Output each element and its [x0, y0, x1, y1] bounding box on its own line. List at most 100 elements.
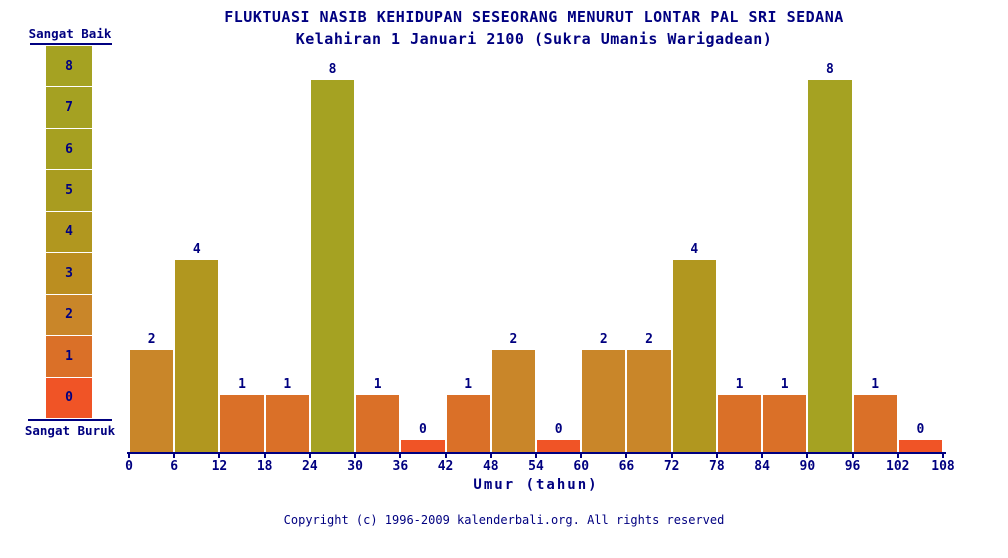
bar-age-90-96 [808, 80, 852, 452]
bar-age-36-42 [401, 440, 445, 452]
plot-area: 2 4 1 1 8 1 0 1 2 0 2 2 4 1 1 8 1 0 [129, 0, 943, 452]
legend-cell-3: 3 [46, 253, 92, 294]
x-axis-tick-label: 84 [754, 459, 770, 474]
x-axis-tick-label: 0 [125, 459, 133, 474]
x-axis-tick [399, 454, 402, 458]
x-axis-tick [263, 454, 266, 458]
bar-value-label: 2 [599, 332, 608, 347]
x-axis-tick-label: 60 [573, 459, 590, 474]
legend-cell-1: 1 [46, 336, 92, 377]
legend-top-divider [30, 43, 112, 45]
x-axis-tick [128, 454, 130, 458]
legend-worst-label: Sangat Buruk [24, 423, 116, 438]
bar-value-label: 4 [192, 242, 201, 257]
bar-age-66-72 [627, 350, 671, 452]
x-axis-tick [444, 454, 447, 458]
x-axis-tick [173, 454, 176, 458]
x-axis-tick-label: 78 [709, 459, 725, 474]
bar-value-label: 0 [916, 422, 925, 437]
legend-cell-value: 6 [65, 141, 73, 157]
x-axis-tick [218, 454, 221, 458]
bar-age-6-12 [175, 260, 219, 452]
x-axis-tick [942, 454, 944, 458]
legend-cell-value: 2 [65, 307, 73, 323]
bar-age-102-108 [898, 440, 942, 452]
x-axis-tick-label: 48 [482, 459, 499, 474]
x-axis-line [127, 452, 946, 454]
bar-value-label: 1 [238, 377, 246, 392]
x-axis-tick-label: 66 [618, 459, 635, 474]
bar-age-30-36 [356, 395, 400, 452]
legend-cell-7: 7 [46, 87, 92, 128]
bar-value-label: 8 [826, 62, 834, 77]
bar-value-label: 1 [283, 377, 292, 392]
x-axis-tick-label: 36 [392, 459, 409, 474]
legend-cell-value: 5 [65, 183, 73, 199]
x-axis-tick [625, 454, 628, 458]
x-axis-tick [851, 454, 854, 458]
x-axis-tick [896, 454, 899, 458]
bar-age-60-66 [582, 350, 626, 452]
legend-cell-value: 4 [65, 224, 73, 240]
x-axis-tick-label: 12 [211, 459, 228, 474]
bar-age-42-48 [446, 395, 490, 452]
bar-age-24-30 [310, 80, 355, 452]
bar-value-label: 1 [780, 377, 789, 392]
legend-cell-value: 1 [65, 348, 73, 364]
chart-subtitle: Kelahiran 1 Januari 2100 (Sukra Umanis W… [295, 30, 773, 48]
bar-value-label: 4 [690, 242, 699, 257]
bar-value-label: 1 [871, 377, 880, 392]
x-axis-tick-label: 72 [663, 459, 680, 474]
x-axis-tick [761, 454, 764, 458]
chart-title: FLUKTUASI NASIB KEHIDUPAN SESEORANG MENU… [224, 8, 844, 26]
x-axis-tick-label: 6 [170, 459, 179, 474]
bar-value-label: 2 [645, 332, 653, 347]
bar-value-label: 1 [464, 377, 473, 392]
bar-age-0-6 [130, 350, 174, 452]
bar-age-72-78 [672, 260, 716, 452]
x-axis-tick-label: 54 [528, 459, 544, 474]
bar-value-label: 2 [509, 332, 518, 347]
x-axis-tick [354, 454, 357, 458]
bar-value-label: 0 [554, 422, 563, 437]
bar-value-label: 8 [328, 62, 337, 77]
x-axis-tick-label: 18 [256, 459, 273, 474]
legend-cell-5: 5 [46, 170, 92, 211]
x-axis-tick-label: 42 [437, 459, 454, 474]
x-axis-tick [308, 454, 311, 458]
x-axis-tick-label: 108 [931, 459, 955, 474]
x-axis-tick-label: 24 [302, 459, 318, 474]
x-axis-tick-label: 90 [799, 459, 816, 474]
bar-age-18-24 [265, 395, 309, 452]
legend-cell-value: 0 [65, 390, 73, 406]
legend-cell-8: 8 [46, 46, 92, 87]
bar-age-54-60 [537, 440, 581, 452]
legend-bottom-divider [28, 419, 112, 421]
bar-value-label: 1 [373, 377, 382, 392]
legend-best-label: Sangat Baik [28, 26, 112, 41]
legend-cell-value: 7 [65, 100, 73, 116]
x-axis-tick [580, 454, 583, 458]
bar-age-96-102 [853, 395, 897, 452]
legend-cell-value: 8 [65, 58, 73, 74]
x-axis-tick [489, 454, 492, 458]
bar-age-48-54 [491, 350, 535, 452]
copyright-text: Copyright (c) 1996-2009 kalenderbali.org… [283, 513, 725, 527]
bar-value-label: 0 [419, 422, 427, 437]
x-axis-tick-label: 30 [347, 459, 363, 474]
legend-cell-value: 3 [65, 265, 73, 281]
legend-cell-2: 2 [46, 294, 92, 336]
x-axis-tick-label: 102 [886, 459, 910, 474]
x-axis-tick-label: 96 [844, 459, 861, 474]
bar-age-12-18 [220, 395, 264, 452]
x-axis-tick [670, 454, 673, 458]
legend-cell-6: 6 [46, 128, 92, 170]
bar-age-84-90 [763, 395, 807, 452]
bar-age-78-84 [717, 395, 762, 452]
bar-value-label: 1 [735, 377, 744, 392]
x-axis-tick [715, 454, 718, 458]
legend-scale: 8 7 6 5 4 3 2 1 0 [46, 46, 92, 418]
x-axis-title: Umur (tahun) [473, 477, 599, 493]
x-axis-ticks: 0 6 12 18 24 30 36 42 48 54 60 66 72 78 84 90 96 102 108 [125, 454, 955, 494]
